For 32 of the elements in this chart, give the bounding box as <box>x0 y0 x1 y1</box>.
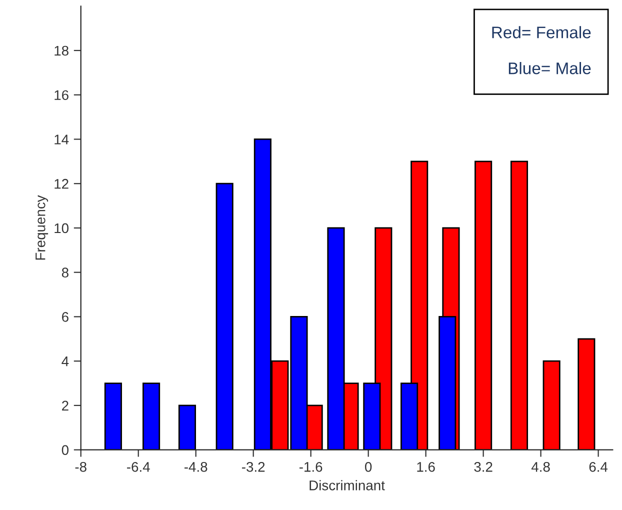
y-tick-label: 8 <box>62 268 68 278</box>
x-tick-label: 3.2 <box>474 462 492 472</box>
y-tick-label: 6 <box>62 312 68 322</box>
y-tick-label: 12 <box>54 178 68 189</box>
x-tick-label: -1.6 <box>299 462 322 472</box>
y-tick-label: 0 <box>62 445 69 455</box>
x-tick-label: -8 <box>75 462 86 472</box>
annotation: Red= Female <box>492 26 591 38</box>
x-tick-label: -3.2 <box>242 462 265 472</box>
x-tick-label: -4.8 <box>184 462 208 472</box>
x-axis-title: Discriminant <box>310 480 385 490</box>
x-tick-label: -6.4 <box>127 462 150 472</box>
x-tick-label: 1.6 <box>417 462 435 472</box>
bar <box>542 360 560 450</box>
y-tick-label: 10 <box>54 223 69 234</box>
x-tick-label: 4.8 <box>531 462 550 472</box>
bar <box>474 160 492 450</box>
y-tick-label: 4 <box>62 356 69 366</box>
y-tick-label: 2 <box>62 400 68 410</box>
y-tick-label: 16 <box>54 90 68 100</box>
bar <box>216 182 234 450</box>
x-tick-label: 0 <box>365 462 372 472</box>
y-tick-label: 18 <box>54 46 68 56</box>
bar <box>510 160 528 450</box>
x-tick-label: 6.4 <box>589 462 608 472</box>
annotation: Blue= Male <box>508 62 591 74</box>
y-tick-label: 14 <box>54 134 69 144</box>
bar <box>178 404 196 450</box>
bar <box>142 382 160 450</box>
bar <box>104 382 122 450</box>
y-axis-title: Frequency <box>36 195 48 260</box>
bar <box>578 338 596 450</box>
